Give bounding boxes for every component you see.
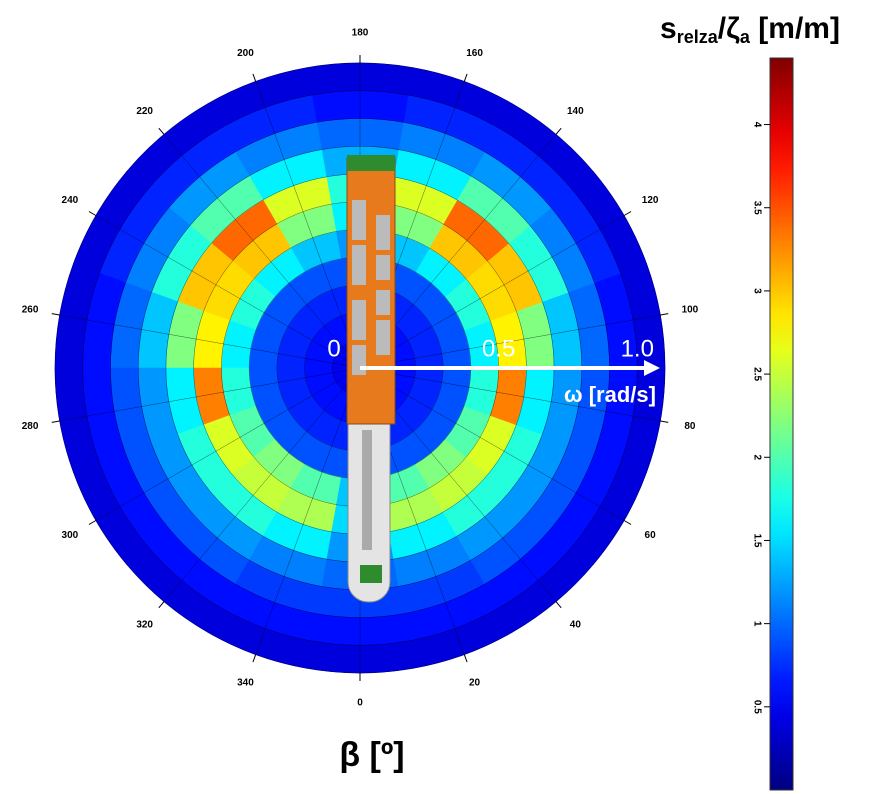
colorbar-tick-label: 2.5 xyxy=(751,367,762,381)
theta-tick xyxy=(51,420,60,423)
r-axis-label: ω [rad/s] xyxy=(564,382,656,407)
colorbar-tick-label: 2 xyxy=(751,454,762,460)
theta-tick-label: 200 xyxy=(237,48,254,59)
theta-tick-label: 260 xyxy=(22,304,39,315)
grid-line xyxy=(359,367,661,422)
theta-tick xyxy=(463,654,468,663)
theta-tick xyxy=(555,601,562,609)
cargo xyxy=(376,215,390,250)
theta-tick-label: 160 xyxy=(466,48,483,59)
grid-line xyxy=(359,215,625,369)
theta-tick xyxy=(555,127,562,135)
theta-tick xyxy=(623,520,632,525)
theta-tick-label: 20 xyxy=(469,677,481,688)
grid-line xyxy=(163,367,361,602)
theta-tick-label: 320 xyxy=(136,619,153,630)
theta-tick-label: 40 xyxy=(570,619,582,630)
x-axis-label: β [º] xyxy=(339,736,404,774)
grid-line xyxy=(59,314,361,369)
theta-tick xyxy=(660,313,669,316)
theta-tick xyxy=(252,654,257,663)
title-text: s xyxy=(660,12,677,45)
colorbar-tick-label: 3.5 xyxy=(751,201,762,215)
theta-tick-label: 280 xyxy=(22,421,39,432)
vessel-bridge xyxy=(360,565,382,583)
grid-line xyxy=(359,314,661,369)
title-subscript: a xyxy=(740,27,751,47)
colorbar-tick-label: 1.5 xyxy=(751,534,762,548)
cargo xyxy=(352,345,366,375)
theta-tick-label: 140 xyxy=(567,106,584,117)
grid-line xyxy=(95,367,361,521)
colorbar xyxy=(769,57,794,791)
title-text: /ζ xyxy=(718,12,740,45)
r-tick-label: 1.0 xyxy=(621,335,654,362)
vessels xyxy=(346,155,396,603)
colorbar-tick-label: 1 xyxy=(751,621,762,627)
theta-tick-label: 100 xyxy=(682,304,699,315)
theta-tick-label: 340 xyxy=(237,677,254,688)
colorbar-tick-label: 4 xyxy=(751,122,762,128)
theta-tick xyxy=(51,313,60,316)
theta-tick xyxy=(88,211,97,216)
r-tick-label: 0.5 xyxy=(482,335,515,362)
cargo xyxy=(376,290,390,315)
grid-line xyxy=(255,367,361,655)
theta-tick-label: 80 xyxy=(684,421,696,432)
theta-tick-label: 60 xyxy=(645,530,657,541)
theta-tick xyxy=(463,73,468,82)
grid-line xyxy=(59,367,361,422)
grid-line xyxy=(95,215,361,369)
cargo xyxy=(352,300,366,340)
theta-tick-label: 220 xyxy=(136,106,153,117)
barge-bow xyxy=(347,155,395,171)
grid xyxy=(51,55,669,681)
colorbar-title: srelza/ζa [m/m] xyxy=(660,12,840,47)
cargo xyxy=(376,255,390,280)
colorbar-tick-label: 3 xyxy=(751,288,762,294)
colorbar-tick-label: 0.5 xyxy=(751,700,762,714)
theta-tick-label: 300 xyxy=(62,530,79,541)
r-tick-label: 0 xyxy=(327,335,340,362)
title-text: [m/m] xyxy=(750,12,840,45)
theta-tick-label: 120 xyxy=(642,195,659,206)
cargo xyxy=(376,320,390,355)
omega-arrowhead xyxy=(644,360,660,376)
grid-line xyxy=(255,81,361,369)
theta-tick xyxy=(623,211,632,216)
cargo xyxy=(352,200,366,240)
theta-tick xyxy=(252,73,257,82)
theta-tick-label: 0 xyxy=(357,698,363,709)
grid-line xyxy=(359,367,625,521)
theta-tick xyxy=(158,601,165,609)
theta-tick xyxy=(660,420,669,423)
theta-tick-label: 180 xyxy=(352,28,369,39)
theta-tick xyxy=(158,127,165,135)
title-subscript: relza xyxy=(677,27,719,47)
theta-tick xyxy=(88,520,97,525)
theta-tick-label: 240 xyxy=(62,195,79,206)
cargo xyxy=(352,245,366,285)
vessel-deck xyxy=(362,430,372,550)
grid-line xyxy=(163,134,361,369)
